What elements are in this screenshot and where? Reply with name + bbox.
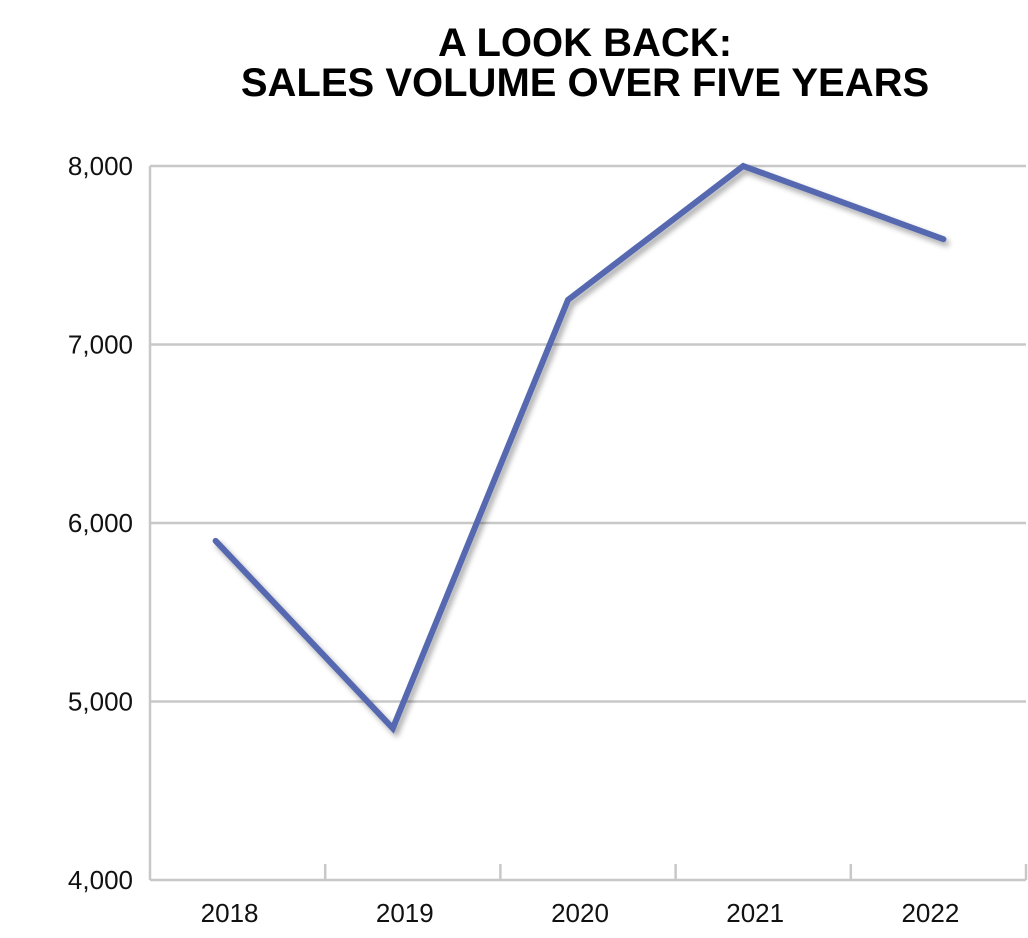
x-tick-label: 2021 [726,898,784,928]
x-tick-label: 2019 [376,898,434,928]
x-axis-tick-labels: 2018 2019 2020 2021 2022 [201,898,960,928]
x-tick-label: 2022 [901,898,959,928]
y-tick-label: 4,000 [68,865,133,895]
chart-title-line-2: SALES VOLUME OVER FIVE YEARS [240,61,930,105]
series-layer [212,162,947,734]
y-tick-label: 8,000 [68,151,133,181]
y-tick-label: 5,000 [68,687,133,717]
x-tick-label: 2020 [551,898,609,928]
y-tick-label: 7,000 [68,330,133,360]
chart-title-line-1: A LOOK BACK: [437,21,733,65]
gridlines [150,164,1026,703]
y-axis-tick-labels: 4,000 5,000 6,000 7,000 8,000 [68,151,133,895]
x-tick-label: 2018 [201,898,259,928]
series-line [212,162,947,734]
y-tick-label: 6,000 [68,508,133,538]
axes [148,166,1028,882]
